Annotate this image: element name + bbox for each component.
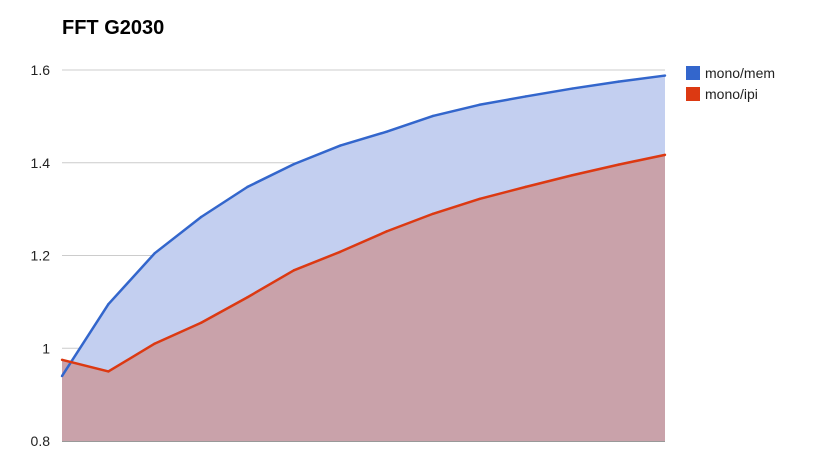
data-point xyxy=(524,185,528,189)
legend-label: mono/ipi xyxy=(705,85,758,102)
data-point xyxy=(199,215,203,219)
data-point xyxy=(617,163,620,166)
series-lines xyxy=(60,74,667,378)
legend-label: mono/mem xyxy=(705,64,776,81)
data-point xyxy=(663,153,667,157)
legend: mono/mem mono/ipi xyxy=(686,64,775,106)
data-point xyxy=(385,130,388,133)
legend-swatch xyxy=(686,65,700,80)
y-tick-label: 1 xyxy=(42,340,50,356)
data-point xyxy=(292,269,296,272)
data-point xyxy=(524,95,528,98)
data-point xyxy=(571,87,574,90)
data-point xyxy=(60,358,64,362)
data-point xyxy=(478,197,481,201)
data-point xyxy=(107,370,110,373)
series-area-mono-ipi xyxy=(62,154,665,441)
y-axis-tick-labels: 0.8 1 1.2 1.4 1.6 xyxy=(31,62,51,449)
data-point xyxy=(385,230,388,233)
legend-swatch xyxy=(686,86,700,101)
y-tick-label: 1.2 xyxy=(31,248,51,264)
data-point xyxy=(246,296,249,299)
data-point xyxy=(663,74,667,77)
y-tick-label: 1.4 xyxy=(31,155,51,171)
legend-item-mono-ipi: mono/ipi xyxy=(686,85,775,102)
series-line-mono-mem xyxy=(60,74,666,377)
data-point xyxy=(153,251,156,255)
data-point xyxy=(199,321,203,324)
y-tick-label: 1.6 xyxy=(31,62,51,78)
chart-title: FFT G2030 xyxy=(62,17,165,39)
series-line-mono-ipi xyxy=(61,153,666,373)
legend-item-mono-mem: mono/mem xyxy=(686,64,775,81)
data-point xyxy=(153,342,156,345)
data-point xyxy=(246,185,249,189)
data-point xyxy=(431,114,435,118)
series-areas xyxy=(62,75,665,441)
data-point xyxy=(339,250,342,253)
data-point xyxy=(617,80,620,83)
data-point xyxy=(292,162,296,166)
data-point xyxy=(339,144,342,147)
data-point xyxy=(107,302,110,306)
data-point xyxy=(571,174,574,177)
data-point xyxy=(478,103,481,106)
data-point xyxy=(431,212,435,215)
data-point xyxy=(60,374,64,378)
y-tick-label: 0.8 xyxy=(31,433,51,449)
